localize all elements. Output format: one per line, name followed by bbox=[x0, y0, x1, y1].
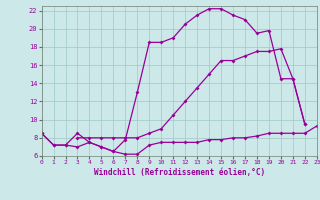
X-axis label: Windchill (Refroidissement éolien,°C): Windchill (Refroidissement éolien,°C) bbox=[94, 168, 265, 177]
